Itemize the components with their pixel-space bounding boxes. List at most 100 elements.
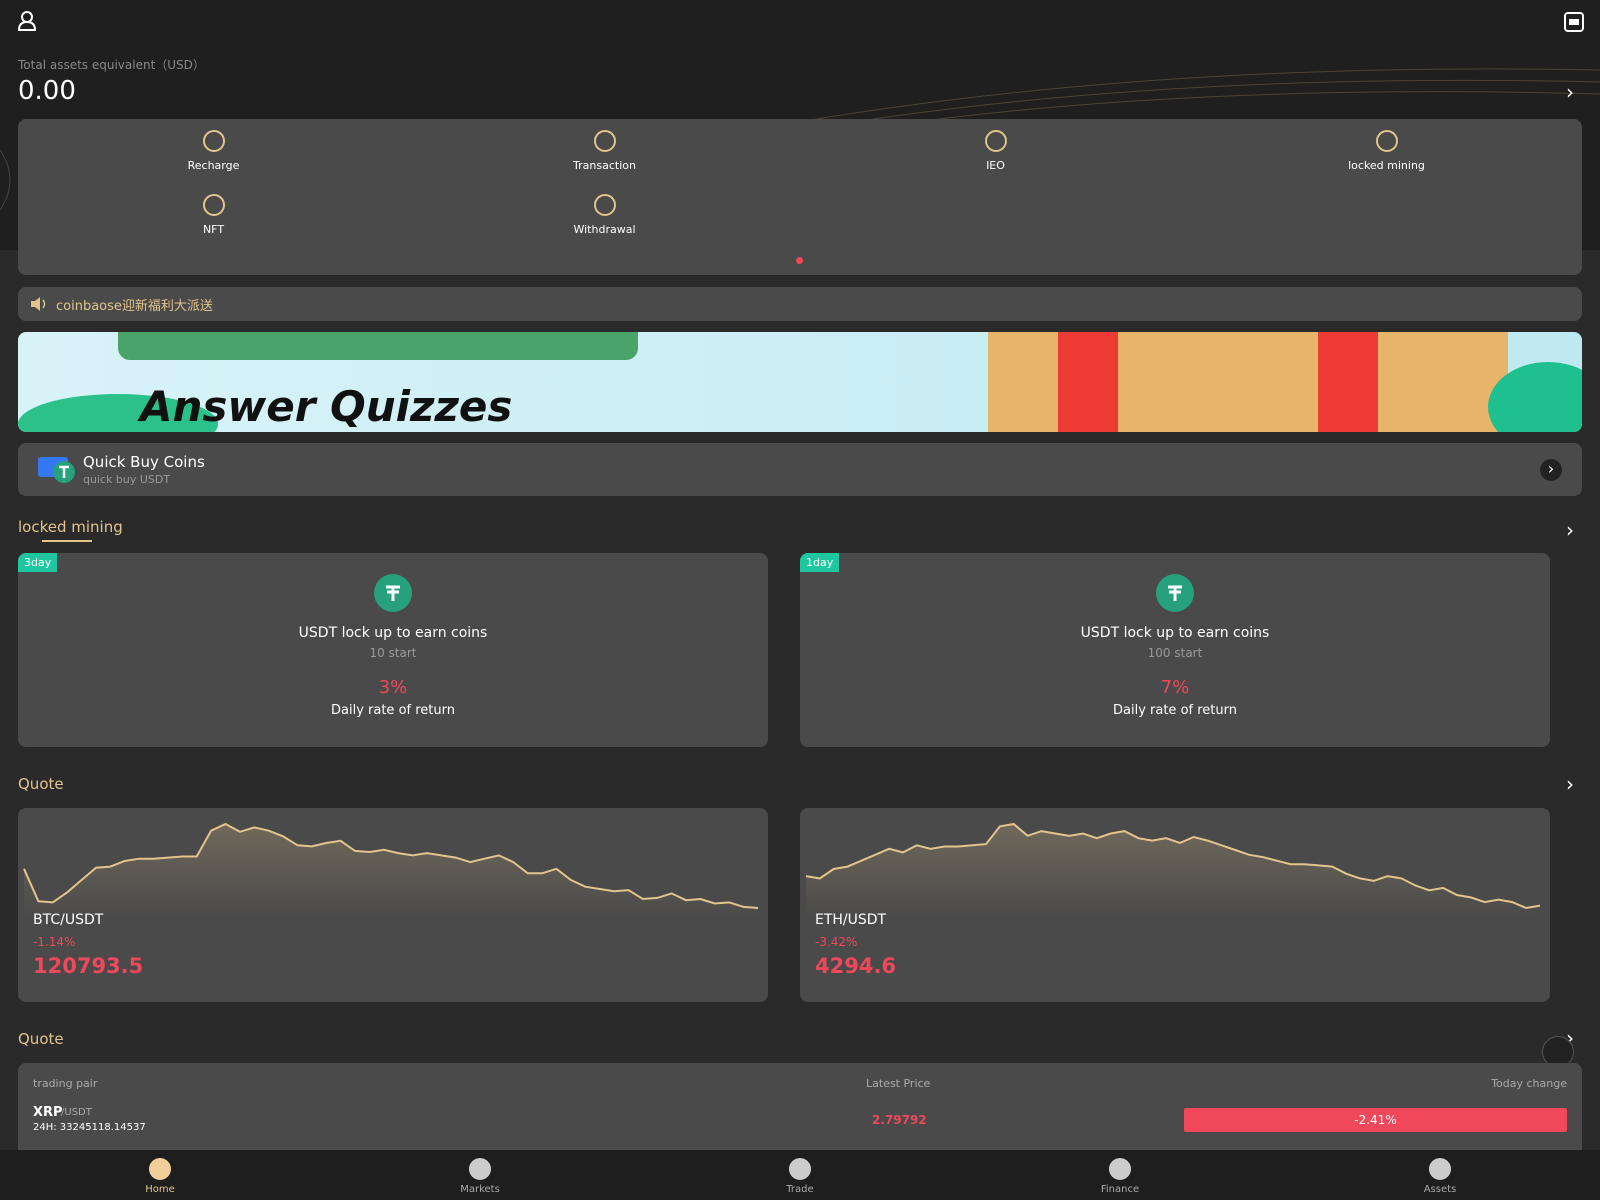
menu-item[interactable]: locked mining — [1191, 129, 1582, 193]
nav-icon — [1109, 1158, 1131, 1180]
product-name: USDT lock up to earn coins — [1080, 625, 1270, 641]
icon-glyph — [1168, 585, 1182, 601]
pair-change: -3.42% — [815, 935, 858, 949]
pair-change: -1.14% — [33, 935, 76, 949]
quick-buy-subtitle: quick buy USDT — [83, 473, 171, 486]
nav-item[interactable]: Markets — [320, 1150, 640, 1200]
nav-label: Trade — [786, 1184, 814, 1195]
menu-label: Transaction — [573, 159, 636, 172]
assets-label: Total assets equivalent（USD） — [18, 58, 205, 72]
usdt-icon — [1156, 574, 1194, 612]
menu-label: locked mining — [1348, 159, 1425, 172]
usdt-icon — [374, 574, 412, 612]
product-name: USDT lock up to earn coins — [298, 625, 488, 641]
menu-item[interactable]: NFT — [18, 193, 409, 257]
mining-card[interactable]: 1day USDT lock up to earn coins 100 start 7… — [800, 553, 1550, 747]
product-rate: 7% — [1160, 677, 1190, 698]
banner-sign — [118, 332, 638, 360]
language-icon[interactable] — [1564, 12, 1584, 32]
product-start: 10 start — [369, 646, 417, 660]
pair-name: BTC/USDT — [33, 912, 104, 928]
nav-icon — [469, 1158, 491, 1180]
sparkline-area — [806, 824, 1540, 918]
quick-buy[interactable]: Quick Buy Coins quick buy USDT › — [18, 443, 1582, 496]
speaker-icon — [31, 297, 46, 311]
menu-label: IEO — [986, 159, 1005, 172]
quick-buy-arrow: › — [1540, 459, 1562, 481]
product-rate: 3% — [378, 677, 408, 698]
table-row[interactable]: XRP/USDT 24H: 33245118.14537 2.79792 -2.41% — [18, 1105, 1582, 1145]
change-badge: -2.41% — [1184, 1108, 1567, 1132]
section-title: Quote — [18, 1030, 64, 1048]
rate-label: Daily rate of return — [1113, 703, 1237, 718]
menu-label: Withdrawal — [573, 223, 636, 236]
nav-item[interactable]: Assets — [1280, 1150, 1600, 1200]
nav-glyph — [789, 1158, 811, 1180]
menu-icon — [1375, 130, 1398, 152]
menu-item[interactable]: Transaction — [409, 129, 800, 193]
page-dot — [796, 257, 803, 264]
mining-card[interactable]: 3day USDT lock up to earn coins 10 start 3%… — [18, 553, 768, 747]
notice-bar[interactable]: coinbaose迎新福利大派送 — [18, 287, 1582, 321]
menu-icon — [593, 194, 616, 216]
menu-item[interactable]: IEO — [800, 129, 1191, 193]
icon-ring — [1375, 130, 1398, 152]
volume: 24H: 33245118.14537 — [33, 1122, 146, 1133]
assets-arrow[interactable]: › — [1566, 80, 1574, 104]
quick-buy-title: Quick Buy Coins — [83, 453, 205, 471]
icon-ring — [984, 130, 1007, 152]
sparkline — [23, 822, 759, 918]
sparkline — [805, 822, 1541, 918]
section-title: Quote — [18, 775, 64, 793]
quick-buy-icon — [38, 457, 75, 483]
section-arrow[interactable]: › — [1566, 518, 1574, 542]
menu-icon — [202, 194, 225, 216]
duration-tag: 1day — [800, 553, 840, 572]
menu-label: Recharge — [187, 159, 240, 172]
user-icon[interactable] — [16, 10, 38, 32]
assets-value: 0.00 — [18, 76, 76, 106]
nav-glyph — [149, 1158, 171, 1180]
banner[interactable]: Answer Quizzes — [18, 332, 1582, 432]
table-header: Latest Price — [866, 1077, 931, 1090]
sparkline-line — [23, 822, 759, 909]
bottom-nav: Home Markets Trade Finance Assets — [0, 1150, 1600, 1200]
nav-glyph — [1109, 1158, 1131, 1180]
table-header: Today change — [1491, 1077, 1567, 1090]
nav-icon — [149, 1158, 171, 1180]
quote-card[interactable]: BTC/USDT -1.14% 120793.5 — [18, 808, 768, 1002]
banner-ribbon — [1318, 332, 1378, 432]
rate-label: Daily rate of return — [331, 703, 455, 718]
icon-glyph — [386, 585, 400, 601]
title-underline — [42, 540, 92, 542]
nav-icon — [789, 1158, 811, 1180]
nav-label: Assets — [1423, 1184, 1457, 1195]
quote-card[interactable]: ETH/USDT -3.42% 4294.6 — [800, 808, 1550, 1002]
section-arrow[interactable]: › — [1566, 1026, 1574, 1050]
nav-label: Home — [145, 1184, 175, 1195]
nav-item[interactable]: Home — [0, 1150, 320, 1200]
base-coin: XRP — [33, 1105, 63, 1120]
notice-text: coinbaose迎新福利大派送 — [56, 298, 213, 314]
banner-ribbon — [1058, 332, 1118, 432]
pair-name: ETH/USDT — [815, 912, 887, 928]
menu-icon — [984, 130, 1007, 152]
banner-text: Answer Quizzes — [140, 382, 513, 431]
product-start: 100 start — [1147, 646, 1203, 660]
latest-price: 2.79792 — [872, 1113, 927, 1127]
quote-table: trading pair Latest Price Today change XRP /… — [18, 1063, 1582, 1163]
support-button[interactable] — [1542, 1036, 1574, 1068]
section-arrow[interactable]: › — [1566, 772, 1574, 796]
icon-ring — [593, 194, 616, 216]
nav-glyph — [469, 1158, 491, 1180]
icon-ring — [202, 194, 225, 216]
nav-item[interactable]: Finance — [960, 1150, 1280, 1200]
menu-icon — [202, 130, 225, 152]
menu-item[interactable]: Recharge — [18, 129, 409, 193]
nav-label: Finance — [1100, 1184, 1140, 1195]
table-header: trading pair — [33, 1077, 98, 1090]
nav-icon — [1429, 1158, 1451, 1180]
menu-item[interactable]: Withdrawal — [409, 193, 800, 257]
nav-item[interactable]: Trade — [640, 1150, 960, 1200]
